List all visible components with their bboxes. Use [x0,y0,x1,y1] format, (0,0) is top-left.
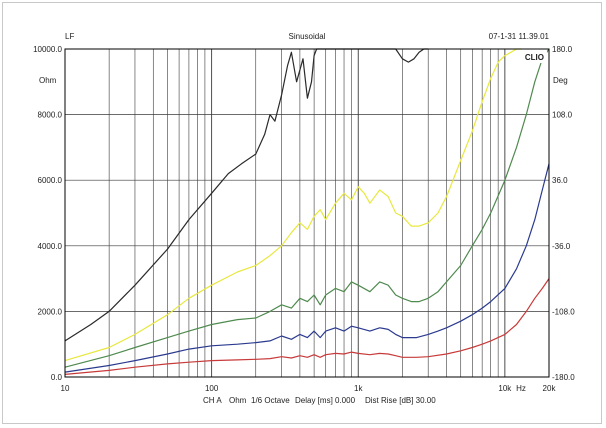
brand-logo: CLIO [525,53,544,62]
series-line-1 [64,48,429,342]
series-group [64,48,550,375]
x-tick-label: 10 [61,384,70,393]
chart-window: 0.0 2000.0 4000.0 6000.0 8000.0 10000.0 -180.0… [2,2,602,424]
y-tick-label: 0.0 [51,373,63,382]
axes: 0.0 2000.0 4000.0 6000.0 8000.0 10000.0 -180.0… [33,45,575,393]
footer-smoothing: 1/6 Octave [251,396,290,405]
footer-channel: CH A [203,396,222,405]
header-right: 07-1-31 11.39.01 [489,32,550,41]
y2-tick-label: 108.0 [552,111,573,120]
header-center: Sinusoidal [289,32,326,41]
series-line-2 [64,48,522,362]
series-line-5 [64,278,550,375]
plot-border [64,48,550,378]
y2-tick-label: -108.0 [552,307,575,316]
y-tick-label: 4000.0 [38,242,63,251]
y2-tick-label: 36.0 [552,176,568,185]
y-axis-label: Ohm [39,76,57,85]
y-tick-label: 6000.0 [38,176,63,185]
y2-tick-label: -180.0 [552,373,575,382]
y-tick-label: 8000.0 [38,111,63,120]
y-tick-label: 2000.0 [38,307,63,316]
x-tick-label: 20k [543,384,557,393]
series-line-3 [64,48,550,368]
x-tick-label: 10k [498,384,512,393]
y2-tick-label: 180.0 [552,45,573,54]
y2-tick-label: -36.0 [552,242,571,251]
x-tick-label: 100 [205,384,219,393]
series-line-4 [64,163,550,373]
header-left: LF [65,32,74,41]
y2-axis-label: Deg [553,76,568,85]
brand-box [521,51,547,63]
x-tick-label: 1k [354,384,363,393]
footer-unit: Ohm [229,396,247,405]
y-tick-label: 10000.0 [33,45,62,54]
footer-dist-rise: Dist Rise [dB] 30.00 [365,396,436,405]
impedance-chart: 0.0 2000.0 4000.0 6000.0 8000.0 10000.0 -180.0… [33,32,575,405]
x-unit-label: Hz [516,384,526,393]
grid [64,48,550,378]
footer-delay: Delay [ms] 0.000 [295,396,356,405]
